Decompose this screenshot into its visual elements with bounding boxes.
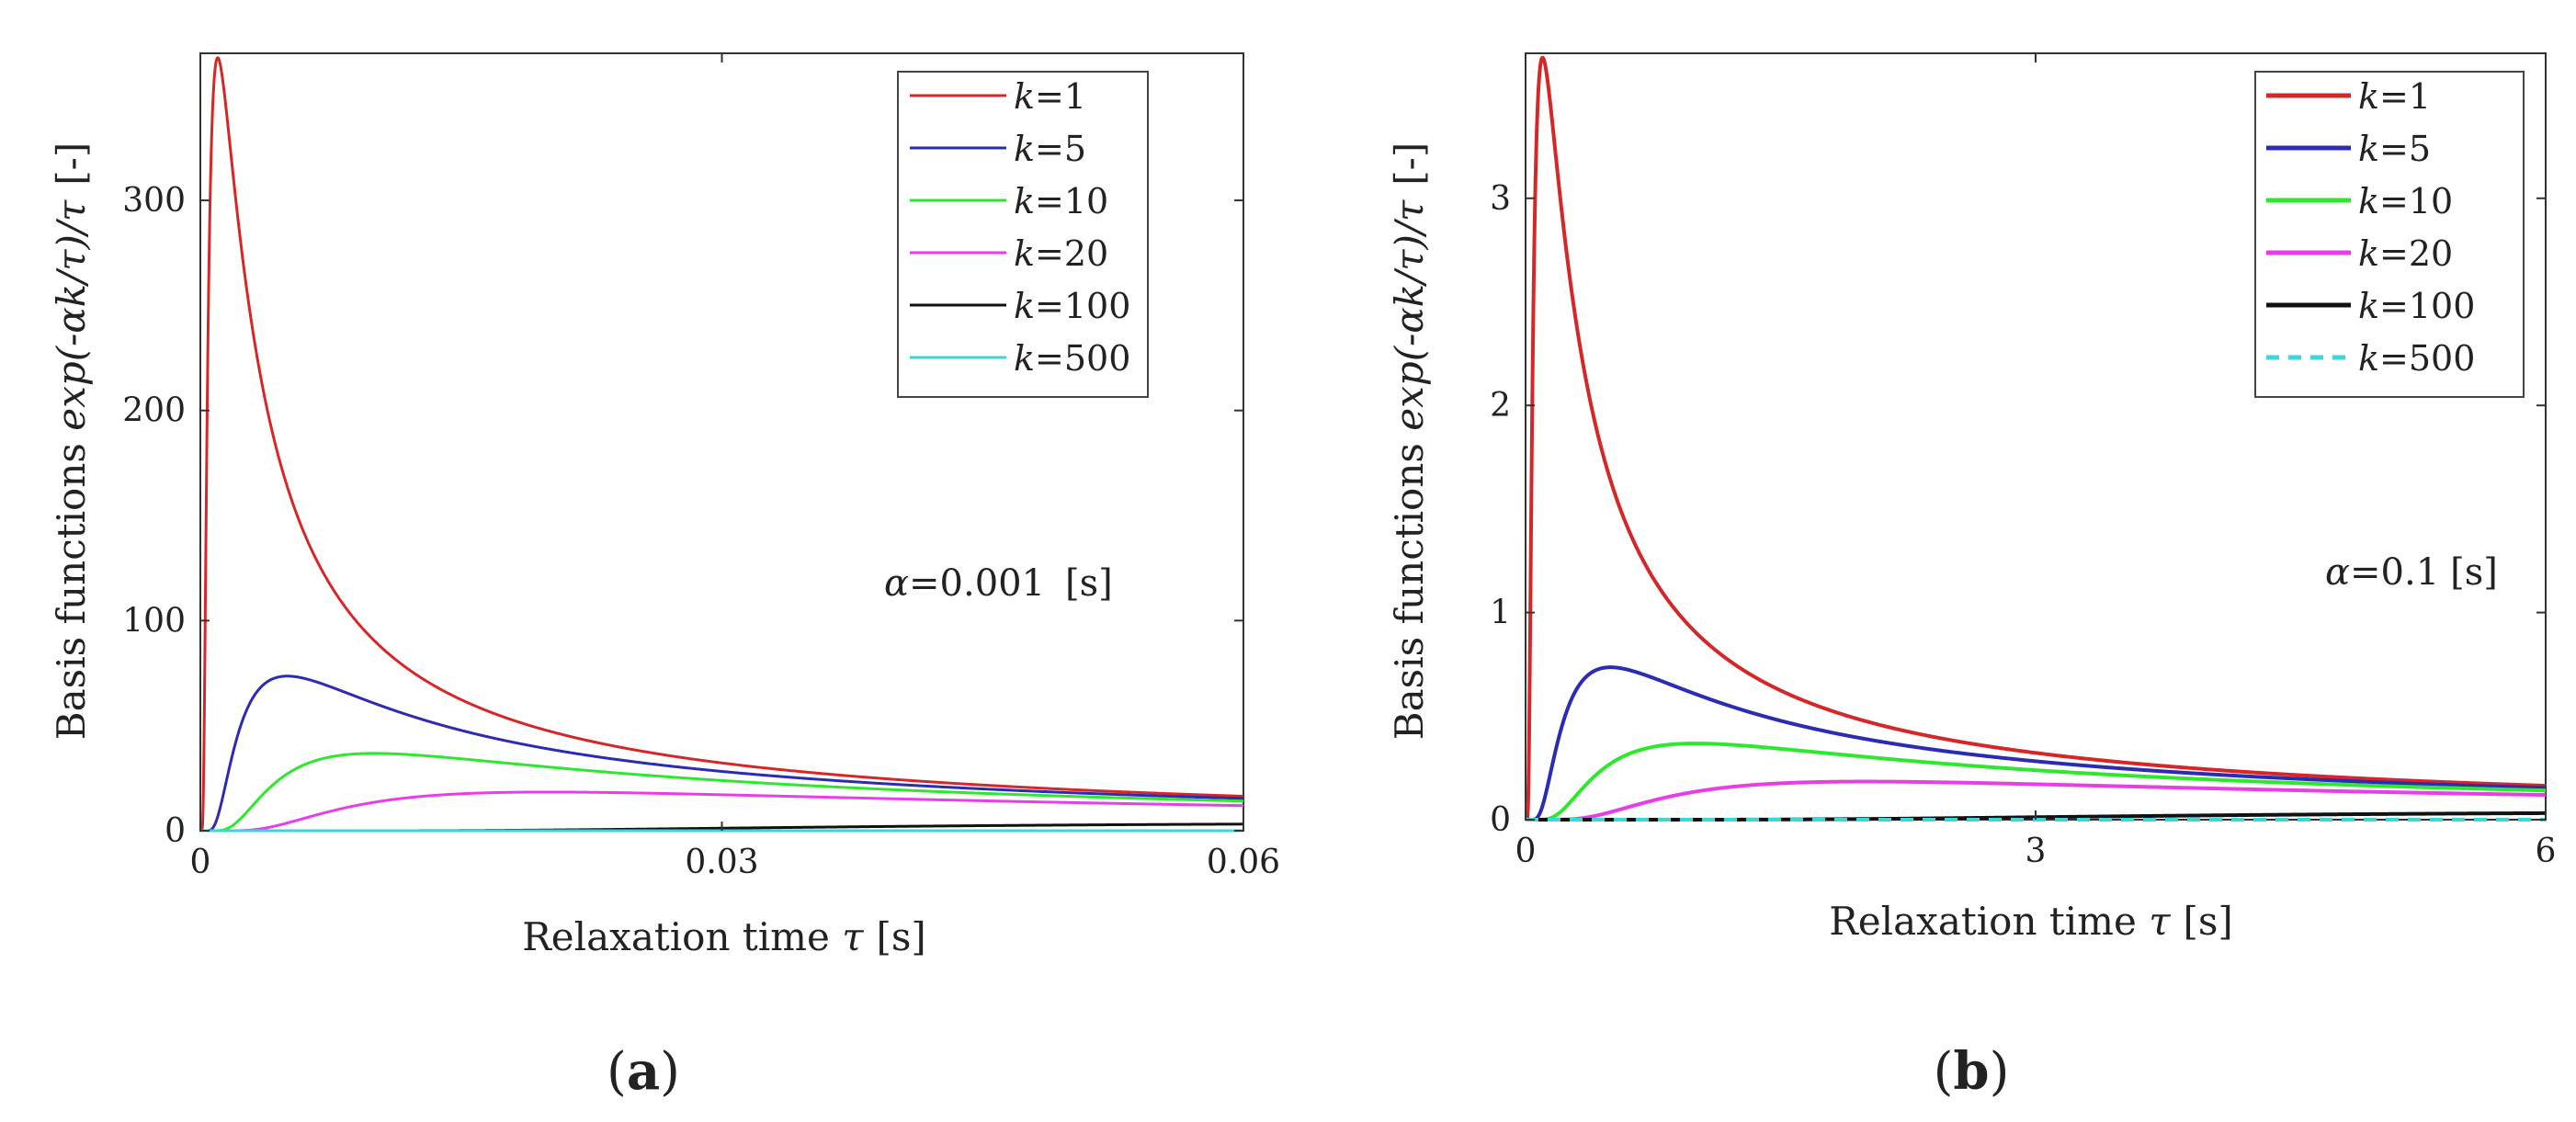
y-axis-label-formula: exp(-αk/τ)/τ [1387, 199, 1432, 431]
x-axis-label-symbol: τ [2149, 899, 2171, 944]
legend: k=1 k=5 k=10 k=20 k=100 k=500 [2255, 72, 2524, 397]
x-tick-label: 0.03 [685, 844, 758, 881]
legend-label-k1: k=1 [2358, 76, 2431, 117]
y-tick-label: 300 [122, 182, 186, 220]
x-axis-label-symbol: τ [842, 914, 864, 959]
y-axis-label-prefix: Basis functions [49, 431, 94, 741]
alpha-symbol: α [884, 562, 909, 605]
y-tick-label: 0 [1490, 801, 1511, 839]
panel-caption: (b) [1934, 1041, 2010, 1102]
y-tick-label: 3 [1490, 180, 1511, 218]
x-tick-label: 3 [2026, 833, 2047, 870]
y-axis-label-formula: exp(-αk/τ)/τ [49, 199, 94, 431]
legend-label-k10: k=10 [1014, 181, 1108, 221]
legend: k=1 k=5 k=10 k=20 k=100 k=500 [898, 72, 1148, 397]
panel-caption-letter: a [627, 1041, 660, 1102]
x-tick-label: 0 [190, 844, 211, 881]
legend-label-k100: k=100 [1014, 286, 1130, 326]
x-tick-label: 6 [2536, 833, 2557, 870]
alpha-unit: [s] [1065, 562, 1113, 605]
y-tick-label: 2 [1490, 387, 1511, 425]
legend-label-k10: k=10 [2358, 181, 2453, 221]
legend-label-k500: k=500 [2358, 338, 2475, 379]
alpha-symbol: α [2325, 551, 2350, 594]
y-axis-label-unit: [-] [49, 142, 94, 186]
x-tick-label: 0.06 [1207, 844, 1280, 881]
y-tick-label: 1 [1490, 595, 1511, 632]
legend-label-k100: k=100 [2358, 286, 2475, 326]
x-axis-label-unit: [s] [876, 914, 925, 959]
x-axis-label-unit: [s] [2183, 899, 2232, 944]
y-axis-label-prefix: Basis functions [1387, 431, 1432, 741]
y-tick-label: 200 [122, 392, 186, 430]
y-axis-label: Basis functions exp(-αk/τ)/τ [-] [49, 142, 94, 740]
legend-label-k1: k=1 [1014, 76, 1086, 117]
x-axis-label: Relaxation time τ [s] [1829, 899, 2233, 944]
x-axis-label-prefix: Relaxation time [1829, 899, 2149, 944]
alpha-value: =0.1 [2350, 551, 2439, 594]
y-tick-label: 100 [122, 602, 186, 640]
panel-caption-letter: b [1953, 1041, 1989, 1102]
x-tick-label: 0 [1515, 833, 1537, 870]
alpha-value: =0.001 [909, 562, 1045, 605]
y-tick-label: 0 [165, 812, 186, 850]
legend-label-k5: k=5 [2358, 129, 2431, 169]
panel-a: 0 0.03 0.06 0 100 200 300 Basis functions exp(… [49, 53, 1280, 1102]
y-axis-label: Basis functions exp(-αk/τ)/τ [-] [1387, 142, 1432, 740]
x-axis-label: Relaxation time τ [s] [522, 914, 926, 959]
alpha-unit: [s] [2450, 551, 2498, 594]
panel-caption: (a) [607, 1041, 680, 1102]
alpha-annotation: α=0.1 [s] [2325, 551, 2498, 594]
legend-label-k20: k=20 [2358, 233, 2453, 274]
x-axis-label-prefix: Relaxation time [522, 914, 842, 959]
legend-label-k500: k=500 [1014, 338, 1130, 379]
legend-label-k20: k=20 [1014, 233, 1108, 274]
y-axis-label-unit: [-] [1387, 142, 1432, 186]
alpha-annotation: α=0.001 [s] [884, 562, 1113, 605]
legend-label-k5: k=5 [1014, 129, 1086, 169]
